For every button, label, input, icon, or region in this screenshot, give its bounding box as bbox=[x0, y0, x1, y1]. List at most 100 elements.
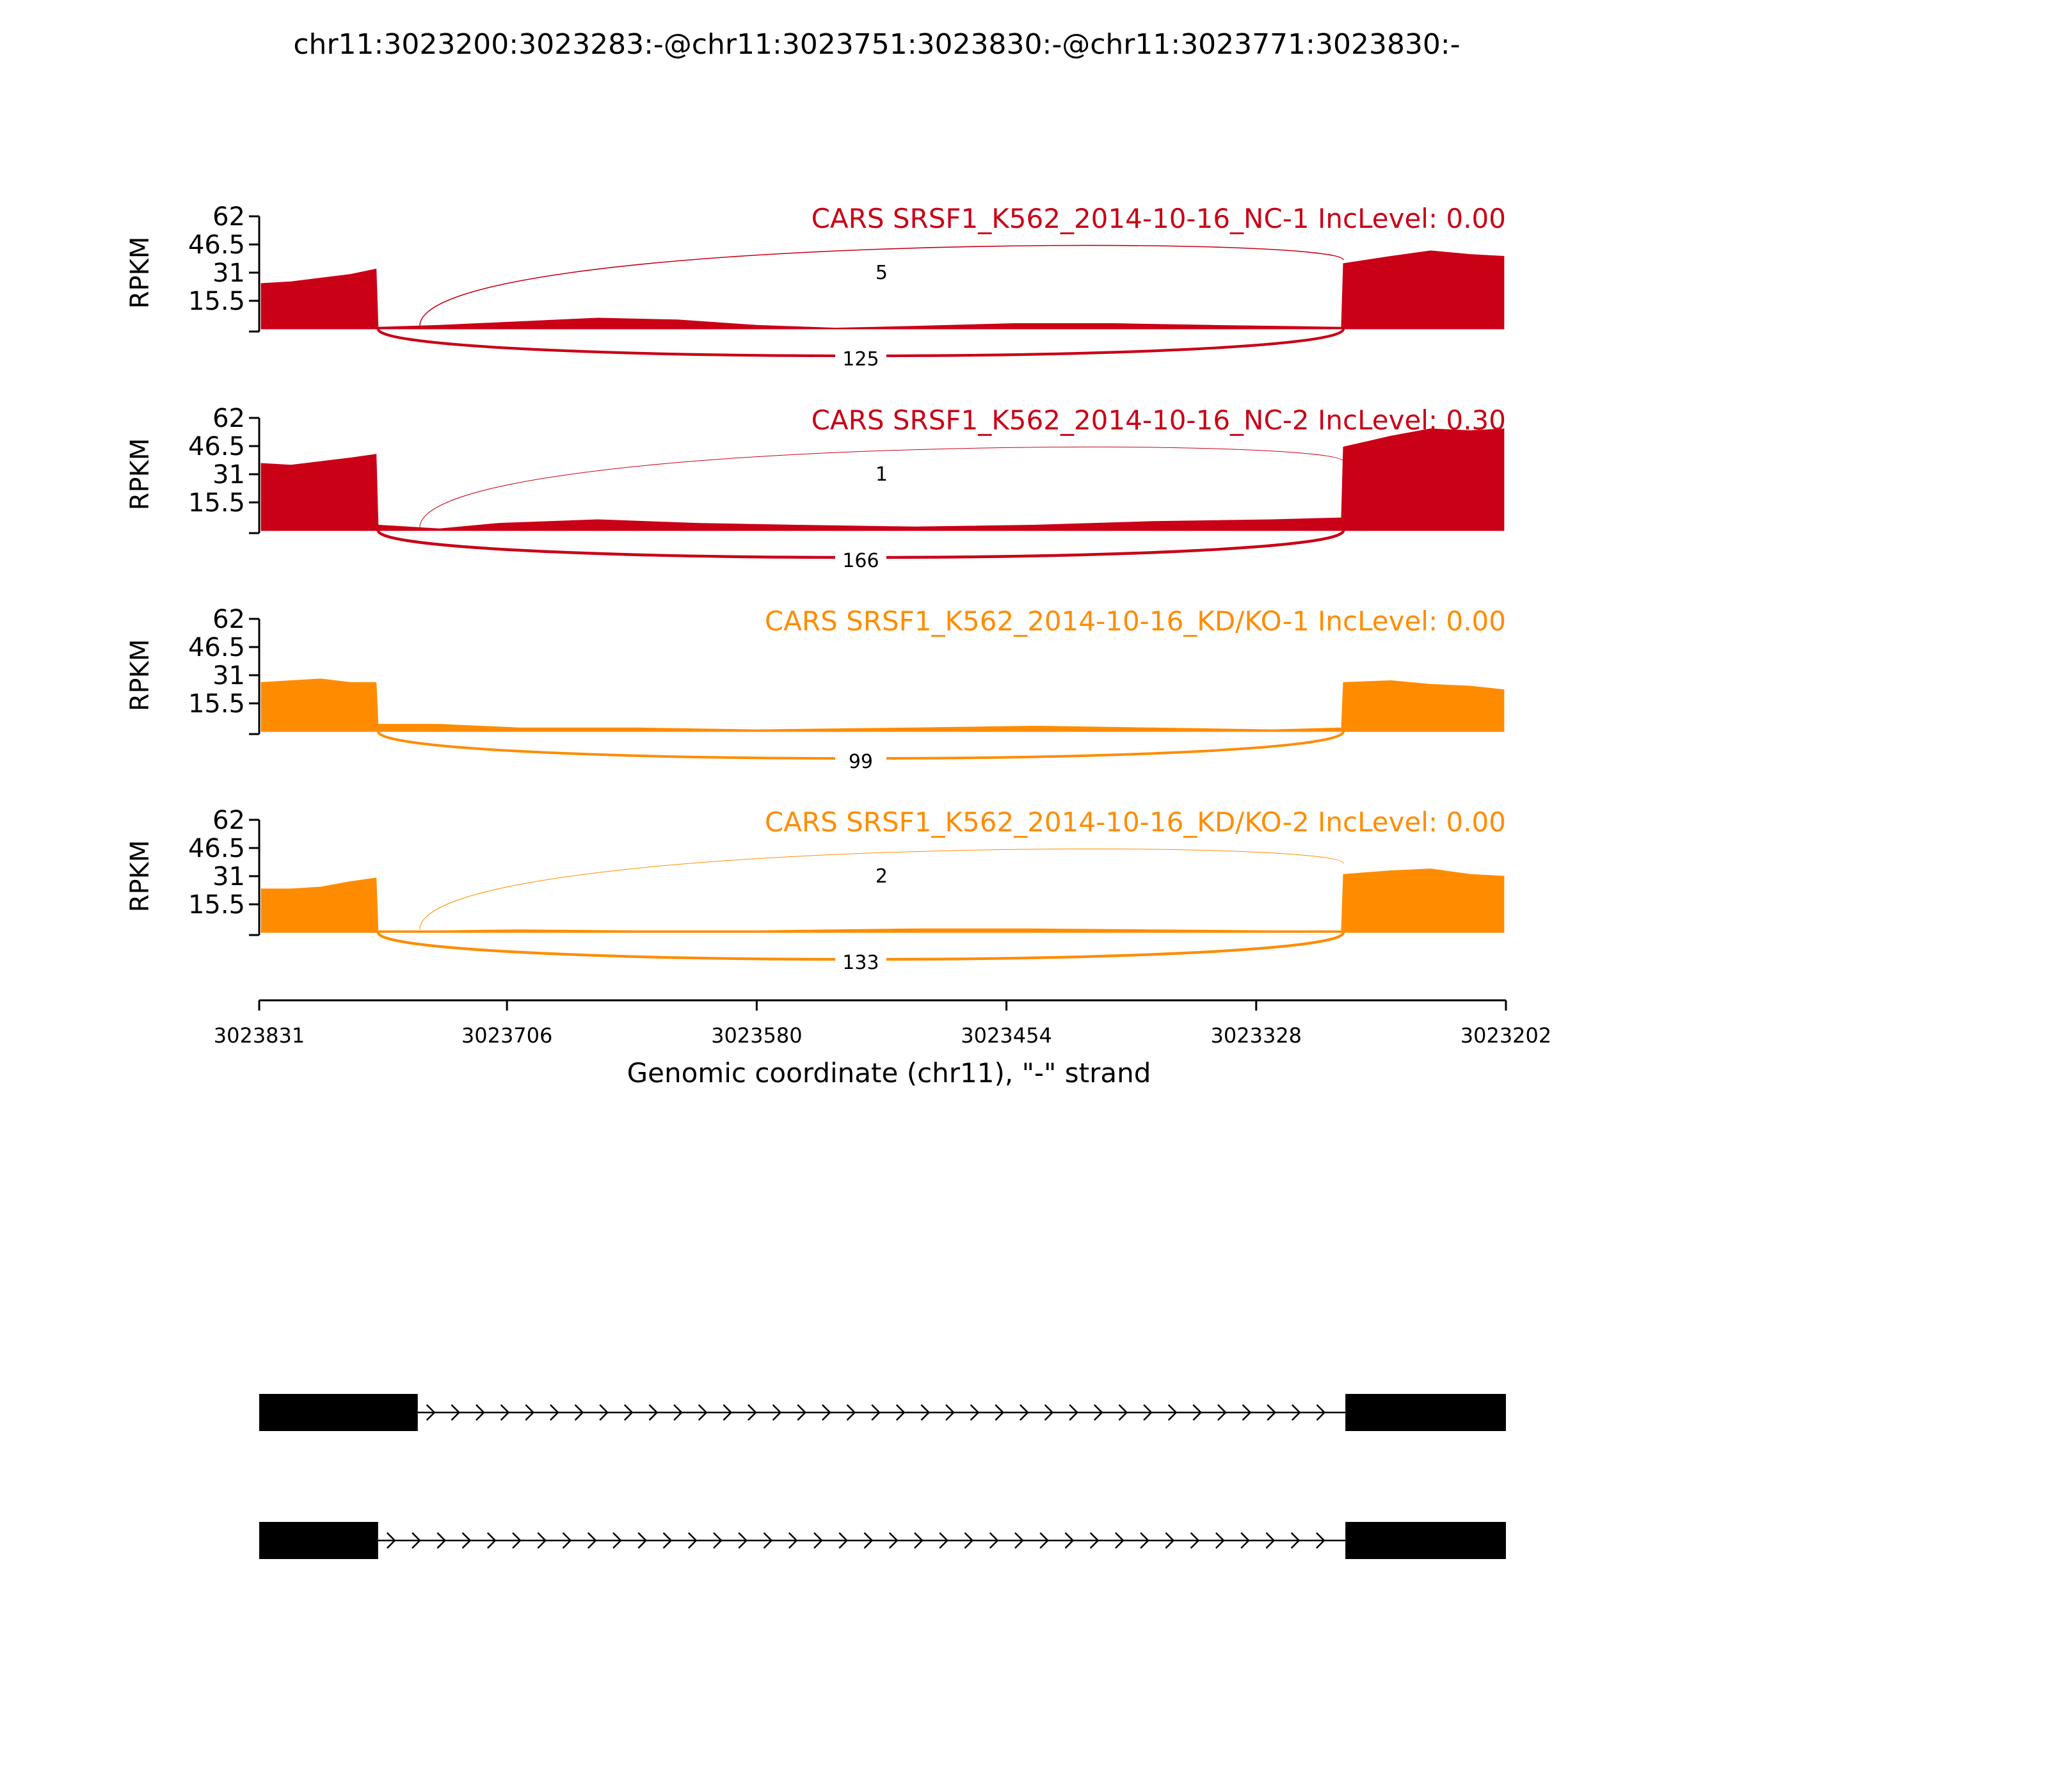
strand-chevron bbox=[648, 1404, 659, 1421]
y-tick-label: 15.5 bbox=[188, 488, 245, 518]
y-tick-label: 46.5 bbox=[188, 432, 245, 461]
strand-chevron bbox=[525, 1404, 535, 1421]
strand-chevron bbox=[1039, 1532, 1049, 1549]
strand-chevron bbox=[1217, 1404, 1227, 1421]
strand-chevron bbox=[673, 1404, 683, 1421]
x-tick-label: 3023831 bbox=[214, 1023, 305, 1048]
junction-label: 2 bbox=[876, 865, 888, 888]
junction-arc bbox=[419, 446, 1344, 528]
track-title: CARS SRSF1_K562_2014-10-16_NC-2 IncLevel… bbox=[812, 404, 1506, 436]
strand-chevron bbox=[1267, 1404, 1277, 1421]
track-title: CARS SRSF1_K562_2014-10-16_NC-1 IncLevel… bbox=[812, 203, 1506, 234]
y-axis-label: RPKM bbox=[125, 237, 155, 309]
strand-chevron bbox=[1192, 1404, 1203, 1421]
strand-chevron bbox=[846, 1404, 856, 1421]
strand-chevron bbox=[1093, 1404, 1103, 1421]
junction-label-bg bbox=[856, 862, 908, 886]
strand-chevron bbox=[500, 1404, 510, 1421]
strand-chevron bbox=[964, 1532, 974, 1549]
y-tick-label: 62 bbox=[212, 806, 245, 835]
strand-chevron bbox=[1014, 1532, 1024, 1549]
strand-chevron bbox=[1167, 1404, 1178, 1421]
y-tick-label: 31 bbox=[212, 259, 245, 288]
strand-chevron bbox=[662, 1532, 673, 1549]
strand-chevron bbox=[970, 1404, 980, 1421]
strand-chevron bbox=[723, 1404, 733, 1421]
exon-block bbox=[1345, 1394, 1506, 1431]
x-tick-label: 3023202 bbox=[1460, 1023, 1552, 1048]
y-tick-label: 62 bbox=[212, 404, 245, 433]
strand-chevron bbox=[451, 1404, 461, 1421]
strand-chevron bbox=[486, 1532, 497, 1549]
strand-chevron bbox=[436, 1532, 447, 1549]
strand-chevron bbox=[1316, 1532, 1325, 1549]
junction-label: 99 bbox=[849, 751, 873, 773]
strand-chevron bbox=[995, 1404, 1005, 1421]
strand-chevron bbox=[838, 1532, 849, 1549]
junction-label-bg bbox=[835, 345, 886, 369]
strand-chevron bbox=[920, 1404, 931, 1421]
y-tick-label: 31 bbox=[212, 661, 245, 691]
strand-chevron bbox=[1215, 1532, 1225, 1549]
y-axis-label: RPKM bbox=[125, 438, 155, 511]
strand-chevron bbox=[512, 1532, 522, 1549]
x-tick-label: 3023580 bbox=[711, 1023, 803, 1048]
exon-block bbox=[1345, 1522, 1506, 1559]
strand-chevron bbox=[788, 1532, 798, 1549]
x-tick-label: 3023706 bbox=[461, 1023, 553, 1048]
junction-label-bg bbox=[835, 948, 886, 973]
strand-chevron bbox=[1118, 1404, 1128, 1421]
strand-chevron bbox=[888, 1532, 899, 1549]
y-tick-label: 46.5 bbox=[188, 633, 245, 662]
strand-chevron bbox=[1190, 1532, 1200, 1549]
strand-chevron bbox=[612, 1532, 622, 1549]
strand-chevron bbox=[412, 1532, 421, 1549]
strand-chevron bbox=[1089, 1532, 1100, 1549]
y-tick-label: 62 bbox=[212, 202, 245, 232]
y-tick-label: 46.5 bbox=[188, 230, 245, 260]
strand-chevron bbox=[476, 1404, 485, 1421]
strand-chevron bbox=[772, 1404, 782, 1421]
junction-label: 166 bbox=[842, 550, 879, 572]
strand-chevron bbox=[574, 1404, 584, 1421]
y-tick-label: 46.5 bbox=[188, 834, 245, 863]
junction-label: 133 bbox=[842, 952, 879, 974]
strand-chevron bbox=[537, 1532, 547, 1549]
strand-chevron bbox=[763, 1532, 773, 1549]
junction-arc bbox=[419, 848, 1344, 930]
strand-chevron bbox=[1290, 1532, 1300, 1549]
strand-chevron bbox=[1044, 1404, 1054, 1421]
strand-chevron bbox=[895, 1404, 906, 1421]
strand-chevron bbox=[1265, 1532, 1276, 1549]
strand-chevron bbox=[426, 1404, 436, 1421]
junction-label-bg bbox=[856, 259, 908, 283]
strand-chevron bbox=[1064, 1532, 1075, 1549]
strand-chevron bbox=[623, 1404, 634, 1421]
strand-chevron bbox=[1143, 1404, 1153, 1421]
coverage-area bbox=[260, 678, 1505, 732]
strand-chevron bbox=[637, 1532, 648, 1549]
coverage-area bbox=[260, 868, 1505, 933]
junction-label: 5 bbox=[876, 262, 888, 284]
strand-chevron bbox=[1069, 1404, 1078, 1421]
strand-chevron bbox=[945, 1404, 955, 1421]
strand-chevron bbox=[713, 1532, 723, 1549]
strand-chevron bbox=[863, 1532, 874, 1549]
junction-label-bg bbox=[835, 748, 886, 772]
coverage-area bbox=[260, 428, 1505, 531]
y-tick-label: 62 bbox=[212, 605, 245, 634]
strand-chevron bbox=[748, 1404, 757, 1421]
strand-chevron bbox=[1240, 1532, 1250, 1549]
strand-chevron bbox=[550, 1404, 559, 1421]
strand-chevron bbox=[461, 1532, 472, 1549]
y-tick-label: 15.5 bbox=[188, 689, 245, 719]
strand-chevron bbox=[1115, 1532, 1124, 1549]
junction-label: 1 bbox=[876, 463, 888, 486]
strand-chevron bbox=[738, 1532, 748, 1549]
y-tick-label: 15.5 bbox=[188, 890, 245, 920]
y-axis-label: RPKM bbox=[125, 639, 155, 712]
strand-chevron bbox=[871, 1404, 881, 1421]
junction-label: 125 bbox=[842, 348, 879, 371]
junction-label-bg bbox=[856, 460, 908, 484]
